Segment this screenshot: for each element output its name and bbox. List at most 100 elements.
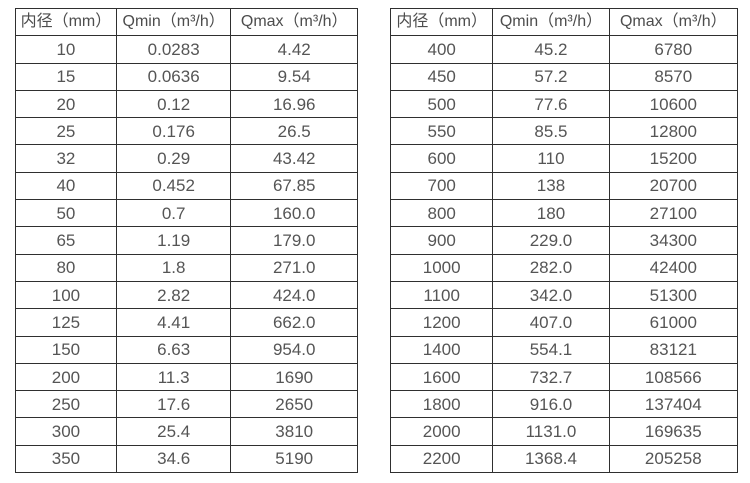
cell: 2200 <box>389 444 494 474</box>
cell: 1368.4 <box>492 444 610 474</box>
cell: 4.42 <box>230 35 358 64</box>
cell: 1800 <box>389 390 494 419</box>
table-row: 500 77.6 10600 <box>389 89 739 119</box>
cell: 229.0 <box>492 226 610 255</box>
cell: 137404 <box>608 390 739 419</box>
cell: 424.0 <box>230 280 358 310</box>
cell: 0.0636 <box>115 62 232 91</box>
cell: 205258 <box>608 444 739 474</box>
table-row: 900 229.0 34300 <box>389 226 739 255</box>
cell: 67.85 <box>230 171 358 201</box>
cell: 77.6 <box>492 89 610 119</box>
cell: 15 <box>15 62 117 91</box>
cell: 300 <box>15 417 117 446</box>
table-row: 200 11.3 1690 <box>15 362 358 392</box>
cell: 26.5 <box>230 117 358 146</box>
table-row: 1400 554.1 83121 <box>389 335 739 364</box>
cell: 200 <box>15 362 117 392</box>
cell: 1690 <box>230 362 358 392</box>
table-row: 250 17.6 2650 <box>15 390 358 419</box>
cell: 160.0 <box>230 199 358 228</box>
cell: 0.0283 <box>115 35 232 64</box>
table-row: 20 0.12 16.96 <box>15 89 358 119</box>
cell: 1600 <box>389 362 494 392</box>
cell: 80 <box>15 253 117 282</box>
table-row: 700 138 20700 <box>389 171 739 201</box>
cell: 500 <box>389 89 494 119</box>
cell: 61000 <box>608 308 739 337</box>
cell: 0.176 <box>115 117 232 146</box>
cell: 10 <box>15 35 117 64</box>
cell: 42400 <box>608 253 739 282</box>
cell: 108566 <box>608 362 739 392</box>
cell: 85.5 <box>492 117 610 146</box>
cell: 11.3 <box>115 362 232 392</box>
table-row: 600 110 15200 <box>389 144 739 173</box>
table-row: 1600 732.7 108566 <box>389 362 739 392</box>
cell: 2000 <box>389 417 494 446</box>
table-row: 1800 916.0 137404 <box>389 390 739 419</box>
table-row: 150 6.63 954.0 <box>15 335 358 364</box>
table-row: 40 0.452 67.85 <box>15 171 358 201</box>
table-row: 2000 1131.0 169635 <box>389 417 739 446</box>
table-row: 1200 407.0 61000 <box>389 308 739 337</box>
table-row: 65 1.19 179.0 <box>15 226 358 255</box>
cell: 0.12 <box>115 89 232 119</box>
table-row: 350 34.6 5190 <box>15 444 358 474</box>
table-row: 300 25.4 3810 <box>15 417 358 446</box>
cell: 3810 <box>230 417 358 446</box>
table-row: 450 57.2 8570 <box>389 62 739 91</box>
cell: 1200 <box>389 308 494 337</box>
cell: 9.54 <box>230 62 358 91</box>
cell: 65 <box>15 226 117 255</box>
cell: 34300 <box>608 226 739 255</box>
table-row: 10 0.0283 4.42 <box>15 35 358 64</box>
cell: 550 <box>389 117 494 146</box>
table-row: 2200 1368.4 205258 <box>389 444 739 474</box>
table-row: 800 180 27100 <box>389 199 739 228</box>
cell: 20700 <box>608 171 739 201</box>
table-row: 125 4.41 662.0 <box>15 308 358 337</box>
column-header: Qmax（m³/h） <box>230 7 358 37</box>
table-row: 15 0.0636 9.54 <box>15 62 358 91</box>
cell: 43.42 <box>230 144 358 173</box>
cell: 6.63 <box>115 335 232 364</box>
table-row: 25 0.176 26.5 <box>15 117 358 146</box>
cell: 8570 <box>608 62 739 91</box>
cell: 0.29 <box>115 144 232 173</box>
cell: 954.0 <box>230 335 358 364</box>
cell: 50 <box>15 199 117 228</box>
cell: 20 <box>15 89 117 119</box>
cell: 2.82 <box>115 280 232 310</box>
column-header: Qmin（m³/h） <box>115 7 232 37</box>
table-row: 32 0.29 43.42 <box>15 144 358 173</box>
cell: 25.4 <box>115 417 232 446</box>
cell: 1.8 <box>115 253 232 282</box>
cell: 1131.0 <box>492 417 610 446</box>
cell: 450 <box>389 62 494 91</box>
table-row: 1000 282.0 42400 <box>389 253 739 282</box>
cell: 110 <box>492 144 610 173</box>
table-row: 1100 342.0 51300 <box>389 280 739 310</box>
flow-rate-table-small-diameters: 内径（mm） Qmin（m³/h） Qmax（m³/h） 10 0.0283 4.42 15… <box>15 7 358 474</box>
header-row: 内径（mm） Qmin（m³/h） Qmax（m³/h） <box>389 7 739 37</box>
cell: 600 <box>389 144 494 173</box>
cell: 15200 <box>608 144 739 173</box>
cell: 662.0 <box>230 308 358 337</box>
cell: 800 <box>389 199 494 228</box>
cell: 916.0 <box>492 390 610 419</box>
cell: 282.0 <box>492 253 610 282</box>
cell: 6780 <box>608 35 739 64</box>
cell: 1100 <box>389 280 494 310</box>
cell: 900 <box>389 226 494 255</box>
table-row: 400 45.2 6780 <box>389 35 739 64</box>
cell: 350 <box>15 444 117 474</box>
header-row: 内径（mm） Qmin（m³/h） Qmax（m³/h） <box>15 7 358 37</box>
cell: 83121 <box>608 335 739 364</box>
cell: 1.19 <box>115 226 232 255</box>
cell: 0.7 <box>115 199 232 228</box>
column-header: Qmax（m³/h） <box>608 7 739 37</box>
column-header: Qmin（m³/h） <box>492 7 610 37</box>
cell: 40 <box>15 171 117 201</box>
